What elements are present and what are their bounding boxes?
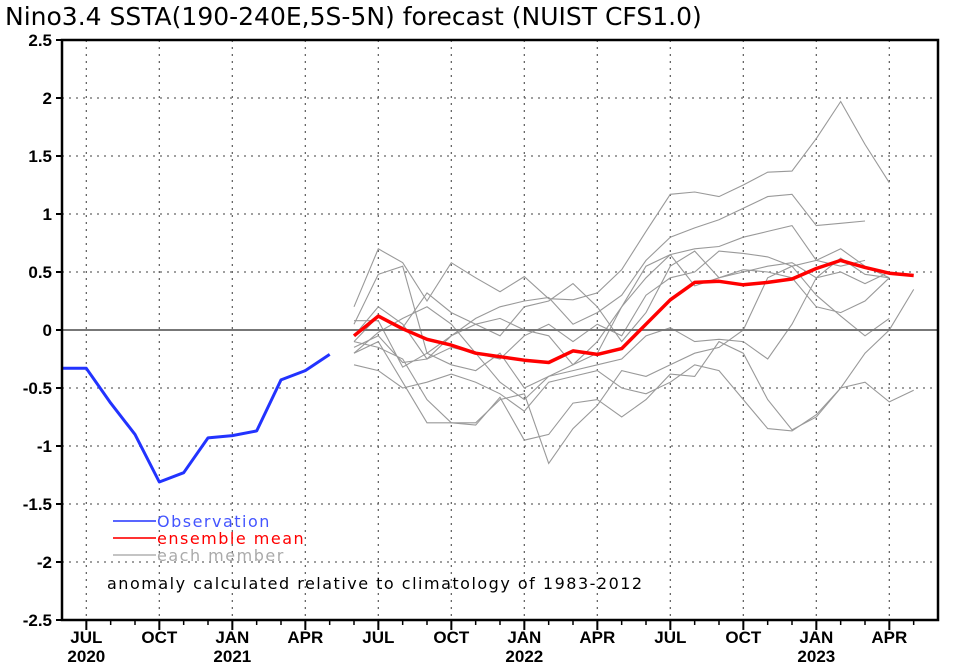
x-tick-label: APR bbox=[579, 628, 615, 647]
y-tick-label: 0 bbox=[43, 321, 52, 340]
x-tick-label: JUL bbox=[70, 628, 102, 647]
chart-title: Nino3.4 SSTA(190-240E,5S-5N) forecast (N… bbox=[5, 2, 702, 31]
member-line bbox=[353, 289, 915, 441]
y-tick-label: -1.5 bbox=[23, 495, 52, 514]
legend-observation: Observation bbox=[157, 512, 271, 531]
member-line bbox=[353, 250, 890, 343]
member-line bbox=[353, 248, 890, 465]
y-tick-label: 0.5 bbox=[28, 263, 52, 282]
y-axis: 2.5 2 1.5 1 0.5 0 -0.5 -1 -1.5 -2 -2.5 bbox=[23, 31, 62, 630]
y-tick-label: 2 bbox=[43, 89, 52, 108]
member-line bbox=[353, 100, 890, 308]
y-tick-label: -2.5 bbox=[23, 611, 52, 630]
y-tick-label: 2.5 bbox=[28, 31, 52, 50]
climatology-annotation: anomaly calculated relative to climatolo… bbox=[107, 574, 644, 593]
observation-line bbox=[62, 353, 331, 484]
ensemble-mean bbox=[352, 258, 914, 365]
x-tick-label: OCT bbox=[725, 628, 762, 647]
y-tick-label: -1 bbox=[37, 437, 52, 456]
x-tick-label: JAN bbox=[799, 628, 833, 647]
x-tick-label: JUL bbox=[654, 628, 686, 647]
x-tick-year: 2023 bbox=[797, 647, 835, 665]
x-tick-label: OCT bbox=[433, 628, 470, 647]
grid bbox=[62, 40, 938, 620]
legend-each-member: each member bbox=[157, 546, 285, 565]
x-tick-year: 2022 bbox=[505, 647, 543, 665]
x-tick-label: APR bbox=[871, 628, 907, 647]
ensemble-mean-line bbox=[352, 258, 914, 365]
x-tick-label: JUL bbox=[362, 628, 394, 647]
y-tick-label: -2 bbox=[37, 553, 52, 572]
x-tick-label: APR bbox=[287, 628, 323, 647]
legend-ensemble-mean: ensemble mean bbox=[157, 529, 305, 548]
member-line bbox=[353, 364, 914, 432]
observation bbox=[62, 353, 331, 484]
member-line bbox=[353, 193, 866, 355]
member-line bbox=[354, 253, 890, 389]
legend: Observation ensemble mean each member bbox=[113, 512, 305, 565]
member-line bbox=[353, 271, 890, 401]
x-tick-label: JAN bbox=[507, 628, 541, 647]
x-tick-year: 2021 bbox=[213, 647, 251, 665]
x-tick-label: OCT bbox=[141, 628, 178, 647]
member-lines bbox=[353, 100, 915, 465]
x-tick-year: 2020 bbox=[67, 647, 105, 665]
y-tick-label: 1.5 bbox=[28, 147, 52, 166]
x-tick-label: JAN bbox=[215, 628, 249, 647]
y-tick-label: -0.5 bbox=[23, 379, 52, 398]
y-tick-label: 1 bbox=[43, 205, 52, 224]
